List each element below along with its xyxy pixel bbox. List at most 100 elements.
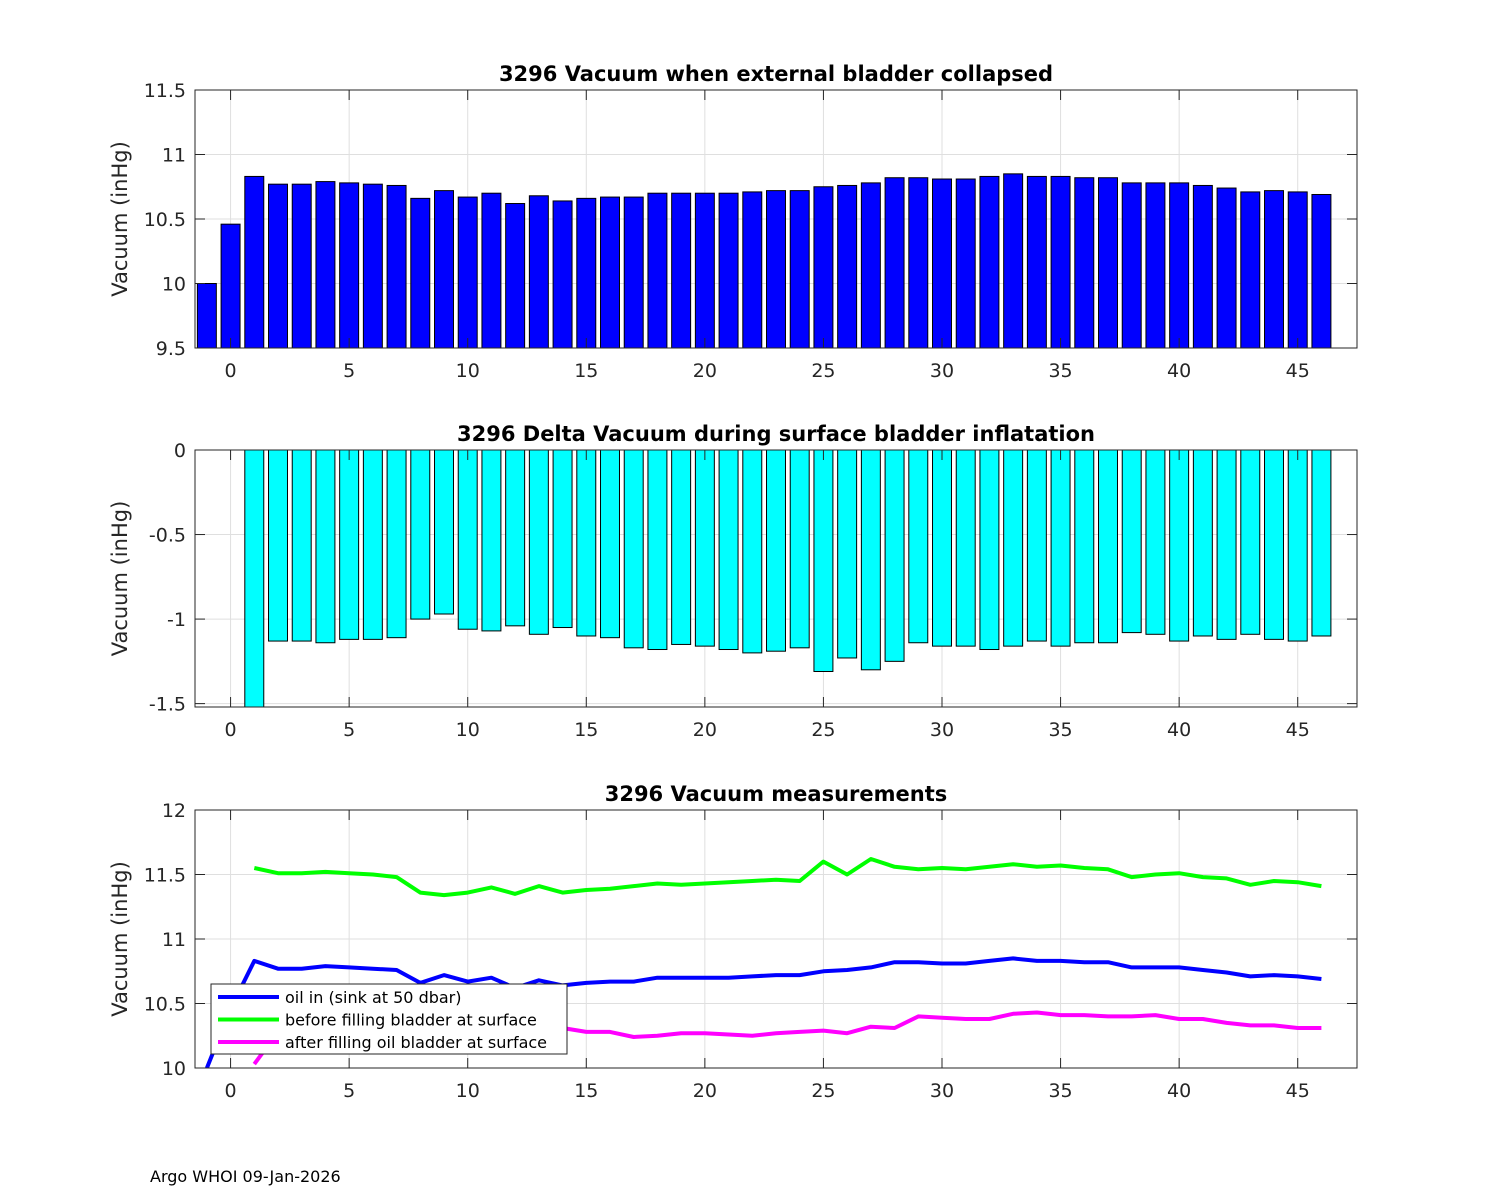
bar [410,197,431,349]
bar [1216,449,1237,640]
y-tick-label: 10 [162,274,186,296]
data-marks [196,173,1332,349]
bar [647,192,668,349]
subplot-delta-vacuum: 0 5 10 15 20 25 30 35 40 45 -1.5 -1 -0.5 0 3296 Delta… [108,422,1358,741]
bar [339,449,360,640]
bar [220,223,241,349]
bar [1287,191,1308,349]
bar [315,181,336,349]
x-tick-label: 0 [225,719,237,741]
bar [623,449,644,649]
y-tick-label: 0 [174,440,186,462]
bar [1050,449,1071,647]
bar [813,449,834,672]
x-tick-label: 20 [693,1080,717,1102]
bar [457,196,478,349]
bar [362,183,383,349]
bar [1098,177,1118,349]
x-tick-label: 40 [1167,1080,1191,1102]
bar [979,449,1000,651]
bar [908,449,929,644]
bar [1121,449,1142,634]
bar [647,449,668,651]
footer-text: Argo WHOI 09-Jan-2026 [150,1167,341,1186]
x-tick-label: 45 [1286,719,1310,741]
x-tick-label: 25 [811,1080,835,1102]
series-line [253,857,1322,898]
y-tick-label: -0.5 [149,525,186,547]
bar [1169,182,1190,349]
bar [410,449,431,620]
bar [244,175,265,349]
bar [813,186,834,349]
y-tick-label: -1.5 [149,694,186,716]
bar [766,190,786,349]
y-tick-label: 10.5 [144,994,186,1016]
y-tick-label: -1 [167,609,186,631]
y-tick-label: 10.5 [144,209,186,231]
x-tick-label: 5 [343,1080,355,1102]
bar [1145,182,1166,349]
bar [576,197,597,349]
x-tick-label: 5 [343,719,355,741]
x-tick-label: 10 [456,719,480,741]
y-tick-label: 9.5 [156,338,186,360]
bar [1121,182,1142,349]
bar [1026,175,1047,349]
x-tick-label: 15 [574,1080,598,1102]
legend-label-before-filling: before filling bladder at surface [285,1011,537,1030]
bar [386,184,407,349]
bar [623,196,644,349]
bar [315,449,336,644]
bar [362,449,383,640]
subplot-vacuum-measurements: 0 5 10 15 20 25 30 35 40 45 10 10.5 11 11.5 12 3296 Va… [108,782,1358,1102]
x-tick-label: 10 [456,1080,480,1102]
bar [884,449,905,662]
x-tick-label: 5 [343,360,355,382]
bar [860,449,881,671]
bar [1264,449,1284,640]
bar [1287,449,1308,642]
bar [600,449,620,639]
x-tick-label: 25 [811,360,835,382]
x-tick-label: 45 [1286,1080,1310,1102]
bar [766,449,786,652]
legend-label-oil-in: oil in (sink at 50 dbar) [285,988,462,1007]
bar [837,184,858,349]
bar [434,449,454,615]
bar [884,177,905,349]
x-tick-label: 35 [1048,1080,1072,1102]
x-tick-label: 35 [1048,719,1072,741]
x-tick-label: 40 [1167,719,1191,741]
bar [694,449,715,647]
subplot-title: 3296 Vacuum measurements [605,782,948,806]
y-tick-label: 10 [162,1058,186,1080]
bar [932,178,952,349]
subplot-vacuum-collapsed: 0 5 10 15 20 25 30 35 40 45 9.5 10 10.5 11 11.5 3296 V… [108,62,1358,382]
y-tick-label: 12 [162,800,186,822]
y-axis-label: Vacuum (inHg) [108,141,132,297]
bar [1264,190,1284,349]
axes: 0 5 10 15 20 25 30 35 40 45 -1.5 -1 -0.5 0 [149,440,1358,741]
legend: oil in (sink at 50 dbar) before filling … [210,983,568,1055]
bar [955,178,976,349]
axes-box [194,449,1358,708]
bar [1169,449,1190,642]
bar [789,190,810,349]
bar [718,449,739,651]
bar [528,449,549,635]
bar [1240,449,1261,635]
bar [1003,173,1024,349]
x-tick-label: 30 [930,719,954,741]
bar [434,190,454,349]
bar [291,183,312,349]
bar [837,449,858,659]
bar [481,192,502,349]
bar [1003,449,1024,647]
bar [268,449,288,642]
bar [1074,449,1095,644]
bar [244,449,265,708]
bar [339,182,360,349]
bar [718,192,739,349]
bar [1216,187,1237,349]
